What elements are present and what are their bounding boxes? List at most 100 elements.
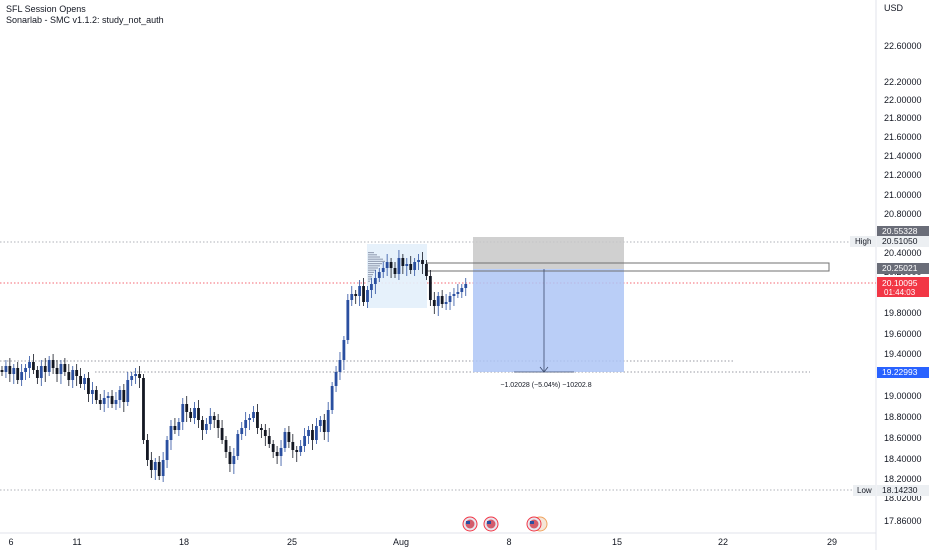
candle-body <box>259 428 263 430</box>
candle-body <box>87 378 90 394</box>
price-tick: 20.40000 <box>884 248 922 258</box>
candle-body <box>146 440 149 460</box>
study-label-session-opens[interactable]: SFL Session Opens <box>6 4 86 14</box>
us-event-flag-2-icon[interactable] <box>483 516 499 532</box>
range-box[interactable] <box>367 244 427 308</box>
candle-body <box>35 370 39 378</box>
candle-body <box>67 372 71 380</box>
high-value: 20.51050 <box>882 236 918 246</box>
candle-body <box>43 366 47 372</box>
candle-body <box>401 258 405 266</box>
candle-body <box>354 294 358 296</box>
low-tag: Low <box>857 486 872 495</box>
candle-body <box>409 264 413 270</box>
date-tick: Aug <box>393 537 409 547</box>
volume-profile-bar <box>368 254 377 256</box>
candle-body <box>181 404 185 422</box>
candle-body <box>126 380 130 402</box>
candle-body <box>421 260 424 264</box>
candle-body <box>256 412 259 428</box>
candle-body <box>47 360 51 372</box>
price-tick: 19.80000 <box>884 308 922 318</box>
low-value-box <box>877 485 929 496</box>
candle-body <box>330 386 334 410</box>
candle-body <box>425 264 428 276</box>
price-tick: 21.00000 <box>884 190 922 200</box>
candle-body <box>244 420 248 428</box>
candle-body <box>322 420 326 432</box>
candle-body <box>149 460 153 470</box>
level-value: 20.25021 <box>882 263 918 273</box>
candle-body <box>295 450 299 452</box>
date-tick: 22 <box>718 537 728 547</box>
candle-body <box>444 302 448 304</box>
candle-body <box>373 278 377 284</box>
candle-body <box>153 462 157 470</box>
candle-body <box>464 284 468 288</box>
target-price: 19.22993 <box>882 367 918 377</box>
candle-body <box>393 268 397 274</box>
profit-zone[interactable] <box>473 269 624 372</box>
volume-profile-bar <box>368 252 374 254</box>
price-tick: 21.40000 <box>884 151 922 161</box>
candle-body <box>248 418 251 420</box>
candle-body <box>275 452 279 456</box>
price-tick: 22.60000 <box>884 41 922 51</box>
candle-body <box>75 370 79 376</box>
candle-body <box>71 370 75 380</box>
candle-body <box>377 272 381 278</box>
volume-profile-bar <box>368 267 378 269</box>
us-event-flag-3-icon[interactable] <box>526 516 548 532</box>
candle-body <box>236 434 240 456</box>
candle-body <box>436 296 440 306</box>
high-tag-box <box>850 236 876 247</box>
price-tick: 17.86000 <box>884 516 922 526</box>
candle-body <box>39 366 43 378</box>
candle-body <box>299 446 303 452</box>
candle-body <box>197 408 200 420</box>
price-tick: 21.80000 <box>884 113 922 123</box>
candle-body <box>440 296 444 304</box>
price-tick: 21.20000 <box>884 170 922 180</box>
candle-body <box>252 412 255 418</box>
price-tick: 18.60000 <box>884 433 922 443</box>
date-tick: 6 <box>8 537 13 547</box>
target-tag <box>877 367 929 378</box>
date-tick: 11 <box>72 537 81 547</box>
candle-body <box>4 366 8 372</box>
level-tag <box>877 263 929 274</box>
low-value: 18.14230 <box>882 485 918 495</box>
candle-body <box>63 364 67 372</box>
candle-body <box>16 368 20 380</box>
candlestick-series <box>0 250 468 482</box>
candle-body <box>397 258 401 274</box>
last-price: 20.10095 <box>882 278 918 288</box>
candle-body <box>114 400 118 404</box>
volume-profile-bar <box>368 276 372 278</box>
candle-body <box>220 428 224 440</box>
candle-body <box>102 398 106 404</box>
candle-body <box>342 340 346 360</box>
candle-body <box>460 288 464 292</box>
candle-body <box>346 300 350 340</box>
low-tag-box <box>853 485 876 496</box>
candle-body <box>32 362 35 370</box>
volume-profile <box>368 252 385 282</box>
candle-body <box>381 268 385 272</box>
volume-profile-bar <box>368 260 385 262</box>
volume-profile-bar <box>368 265 380 267</box>
study-label-sonarlab[interactable]: Sonarlab - SMC v1.1.2: study_not_auth <box>6 15 164 25</box>
candle-body <box>432 300 436 306</box>
candle-body <box>122 390 126 402</box>
candle-body <box>138 374 141 378</box>
candle-body <box>318 420 322 426</box>
volume-profile-bar <box>368 280 370 282</box>
price-tick: 18.40000 <box>884 454 922 464</box>
candle-body <box>8 366 12 374</box>
candle-body <box>161 460 165 476</box>
candle-body <box>216 420 220 428</box>
stop-zone[interactable] <box>473 237 624 269</box>
price-tick: 19.40000 <box>884 349 922 359</box>
us-event-flag-1-icon[interactable] <box>462 516 478 532</box>
